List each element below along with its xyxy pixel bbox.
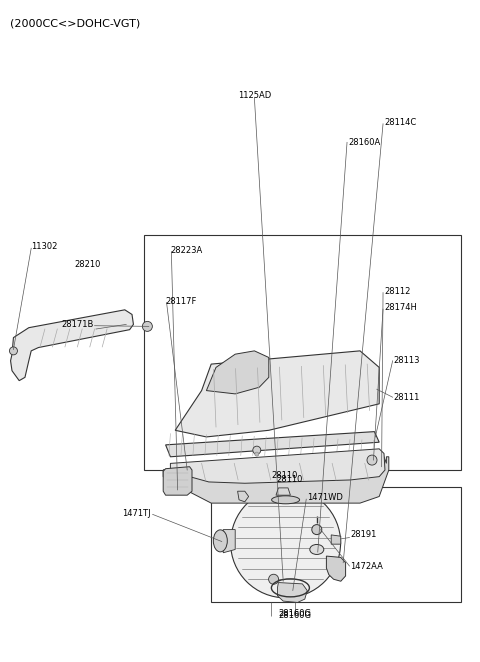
Ellipse shape [213, 530, 228, 552]
Text: 1471TJ: 1471TJ [122, 508, 151, 518]
Polygon shape [170, 449, 385, 483]
Polygon shape [11, 310, 133, 381]
Text: 28110: 28110 [276, 475, 302, 485]
Text: 1472AA: 1472AA [350, 561, 383, 571]
Circle shape [269, 574, 278, 585]
Polygon shape [277, 583, 307, 602]
Ellipse shape [272, 496, 300, 504]
Polygon shape [326, 556, 346, 581]
Polygon shape [163, 457, 389, 503]
Text: 28171B: 28171B [61, 320, 94, 329]
Polygon shape [163, 457, 384, 487]
Text: 1471WD: 1471WD [307, 493, 343, 502]
Polygon shape [163, 467, 192, 495]
Text: 28113: 28113 [394, 356, 420, 365]
Bar [211, 487, 461, 602]
Polygon shape [331, 535, 341, 544]
Text: 28114C: 28114C [384, 118, 416, 127]
Text: 28174H: 28174H [384, 303, 417, 312]
Bar [144, 235, 461, 470]
Text: 1125AD: 1125AD [238, 91, 271, 101]
Polygon shape [276, 488, 290, 495]
Polygon shape [166, 432, 379, 457]
Circle shape [367, 455, 377, 465]
Circle shape [312, 524, 322, 535]
Text: 28160G: 28160G [279, 609, 312, 618]
Text: 28160A: 28160A [348, 138, 380, 147]
Text: (2000CC<>DOHC-VGT): (2000CC<>DOHC-VGT) [10, 18, 140, 28]
Text: 28111: 28111 [394, 393, 420, 402]
Text: 28160G: 28160G [279, 611, 312, 620]
Circle shape [143, 321, 152, 332]
Text: 28191: 28191 [350, 530, 377, 540]
Text: 28223A: 28223A [170, 246, 203, 255]
Polygon shape [223, 530, 235, 553]
Ellipse shape [230, 488, 341, 598]
Ellipse shape [310, 544, 324, 555]
Text: 28110: 28110 [271, 471, 298, 480]
Text: 28210: 28210 [74, 260, 101, 269]
Circle shape [255, 452, 259, 456]
Text: 28117F: 28117F [166, 297, 197, 306]
Text: 28112: 28112 [384, 287, 410, 296]
Circle shape [253, 446, 261, 454]
Polygon shape [238, 491, 249, 502]
Text: 11302: 11302 [31, 242, 58, 252]
Polygon shape [175, 351, 379, 437]
Circle shape [10, 347, 17, 355]
Polygon shape [206, 351, 269, 394]
